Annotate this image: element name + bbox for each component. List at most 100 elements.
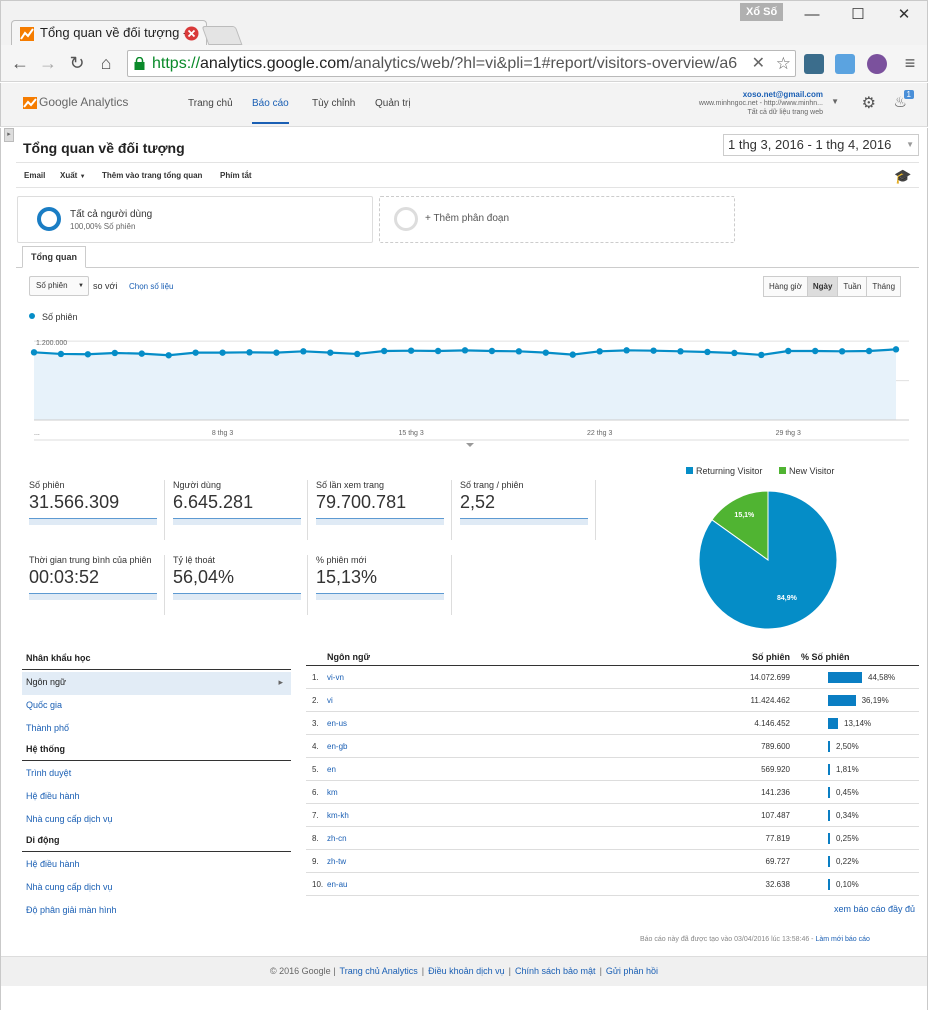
full-report-link[interactable]: xem báo cáo đầy đủ — [834, 904, 916, 914]
data-point[interactable] — [165, 352, 172, 359]
data-point[interactable] — [596, 348, 603, 355]
metric-1[interactable]: Người dùng 6.645.281 — [173, 480, 309, 540]
footer-link[interactable]: Gửi phản hồi — [605, 966, 658, 976]
tab-close-icon[interactable] — [184, 26, 199, 41]
data-point[interactable] — [300, 348, 307, 355]
data-point[interactable] — [515, 348, 523, 355]
data-point[interactable] — [488, 347, 496, 355]
account-switcher[interactable]: xoso.net@gmail.com www.minhngoc.net - ht… — [699, 90, 823, 117]
data-point[interactable] — [569, 351, 576, 358]
data-point[interactable] — [111, 349, 119, 357]
browser-tab[interactable]: Tổng quan về đối tượng - — [11, 20, 207, 46]
bookmark-star-icon[interactable]: ☆ — [775, 54, 791, 73]
row-language-link[interactable]: en-au — [327, 880, 348, 889]
pie-slice[interactable] — [711, 490, 769, 561]
account-dropdown-icon[interactable]: ▼ — [831, 97, 839, 106]
metric-6[interactable]: % phiên mới 15,13% — [316, 555, 452, 615]
row-language-link[interactable]: km-kh — [327, 811, 349, 820]
data-point[interactable] — [57, 350, 65, 358]
nav-reports[interactable]: Báo cáo — [252, 98, 289, 124]
data-point[interactable] — [758, 351, 765, 359]
education-cap-icon[interactable]: 🎓 — [894, 168, 912, 184]
ga-logo[interactable]: Google Analytics — [23, 95, 128, 109]
new-tab-button[interactable] — [201, 26, 243, 45]
nav-dimension-item[interactable]: Hệ điều hành — [22, 854, 291, 877]
period-hourly-button[interactable]: Hàng giờ — [764, 277, 808, 296]
add-segment-button[interactable]: + Thêm phân đoạn — [379, 196, 735, 243]
data-point[interactable] — [407, 347, 415, 354]
row-language-link[interactable]: zh-cn — [327, 834, 347, 843]
home-icon[interactable]: ⌂ — [100, 53, 112, 73]
data-point[interactable] — [434, 347, 442, 355]
period-month-button[interactable]: Tháng — [867, 277, 901, 296]
nav-dimension-item[interactable]: Trình duyệt — [22, 763, 291, 786]
settings-gear-icon[interactable]: ⚙ — [861, 95, 876, 112]
refresh-report-link[interactable]: Làm mới báo cáo — [815, 936, 870, 943]
nav-dimension-item[interactable]: Ngôn ngữ ▸ — [22, 672, 291, 695]
row-language-link[interactable]: en-gb — [327, 742, 348, 751]
row-language-link[interactable]: km — [327, 788, 338, 797]
data-point[interactable] — [892, 346, 900, 353]
profile-badge[interactable]: Xổ Số — [740, 3, 784, 21]
forward-icon[interactable]: → — [39, 53, 57, 73]
data-point[interactable] — [704, 348, 711, 356]
minimize-icon[interactable]: — — [804, 6, 820, 23]
footer-link[interactable]: Điều khoản dịch vụ — [428, 966, 505, 976]
data-point[interactable] — [785, 347, 792, 355]
nav-customize[interactable]: Tùy chỉnh — [312, 98, 356, 109]
metric-0[interactable]: Số phiên 31.566.309 — [29, 480, 165, 540]
nav-dimension-item[interactable]: Nhà cung cấp dịch vụ — [22, 877, 291, 900]
metric-5[interactable]: Tỷ lệ thoát 56,04% — [173, 555, 309, 615]
tab-overview[interactable]: Tổng quan — [22, 246, 86, 268]
window-close-icon[interactable]: ✕ — [897, 6, 911, 23]
nav-dimension-item[interactable]: Quốc gia — [22, 695, 291, 718]
nav-dimension-item[interactable]: Độ phân giải màn hình — [22, 900, 291, 923]
maximize-icon[interactable]: ☐ — [851, 6, 865, 23]
data-point[interactable] — [327, 349, 334, 356]
segment-all-users[interactable]: Tất cả người dùng 100,00% Số phiên — [17, 196, 373, 243]
footer-link[interactable]: Trang chủ Analytics — [339, 966, 418, 976]
data-point[interactable] — [838, 348, 846, 355]
data-point[interactable] — [273, 349, 280, 356]
back-icon[interactable]: ← — [11, 53, 29, 73]
row-language-link[interactable]: en-us — [327, 719, 348, 728]
row-language-link[interactable]: vi — [327, 696, 333, 705]
row-language-link[interactable]: vi-vn — [327, 673, 344, 682]
data-point[interactable] — [731, 349, 738, 357]
period-week-button[interactable]: Tuần — [838, 277, 868, 296]
period-day-button[interactable]: Ngày — [807, 277, 839, 296]
data-point[interactable] — [192, 349, 199, 356]
nav-dimension-item[interactable]: Nhà cung cấp dịch vụ — [22, 809, 291, 832]
data-point[interactable] — [865, 347, 873, 355]
data-point[interactable] — [677, 348, 684, 355]
data-point[interactable] — [219, 349, 226, 356]
email-button[interactable]: Email — [24, 171, 46, 180]
data-point[interactable] — [811, 347, 819, 355]
data-point[interactable] — [380, 347, 388, 355]
data-point[interactable] — [246, 349, 253, 356]
data-point[interactable] — [623, 347, 630, 354]
data-point[interactable] — [354, 350, 361, 358]
export-button[interactable]: Xuất ▼ — [60, 171, 86, 180]
chart-resize-handle-icon[interactable] — [466, 443, 474, 447]
add-to-dashboard-button[interactable]: Thêm vào trang tổng quan — [102, 171, 203, 180]
metric-3[interactable]: Số trang / phiên 2,52 — [460, 480, 596, 540]
data-point[interactable] — [650, 347, 657, 354]
metric-2[interactable]: Số lần xem trang 79.700.781 — [316, 480, 452, 540]
menu-icon[interactable]: ≡ — [904, 53, 916, 73]
nav-home[interactable]: Trang chủ — [188, 98, 233, 109]
extension-incognito-icon[interactable] — [804, 54, 824, 74]
footer-link[interactable]: Chính sách bảo mật — [515, 966, 596, 976]
row-language-link[interactable]: en — [327, 765, 336, 774]
data-point[interactable] — [138, 350, 145, 357]
nav-dimension-item[interactable]: Thành phố — [22, 718, 291, 741]
data-point[interactable] — [542, 349, 550, 356]
nav-dimension-item[interactable]: Hệ điều hành — [22, 786, 291, 809]
address-bar[interactable]: https://analytics.google.com/analytics/w… — [127, 50, 796, 77]
data-point[interactable] — [461, 347, 469, 354]
shortcut-button[interactable]: Phím tắt — [220, 171, 252, 180]
reload-icon[interactable]: ↻ — [69, 53, 85, 73]
choose-metric-link[interactable]: Chọn số liệu — [129, 282, 174, 291]
data-point[interactable] — [84, 351, 92, 358]
metric-selector[interactable]: Số phiên ▼ — [29, 276, 89, 296]
